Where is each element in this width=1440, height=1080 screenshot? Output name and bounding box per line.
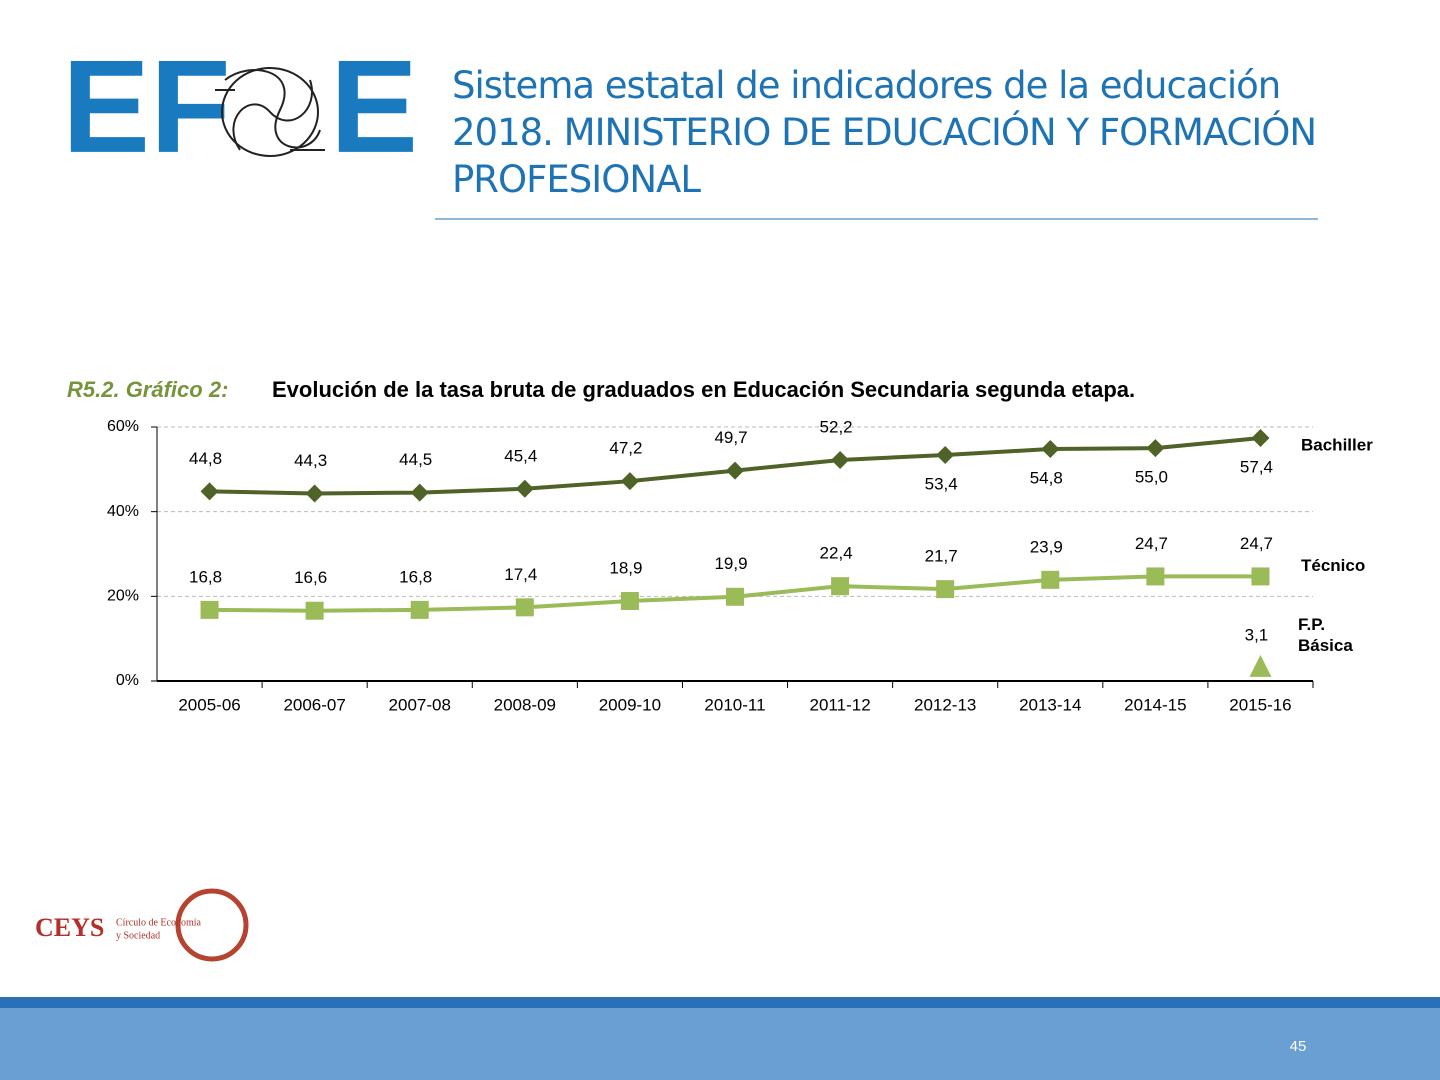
y-tick-label: 20%: [107, 588, 139, 605]
point: [200, 482, 219, 501]
x-tick-label: 2008-09: [494, 695, 556, 714]
data-label: 49,7: [714, 428, 747, 447]
ceys-ring: [175, 888, 249, 962]
data-label: 22,4: [820, 544, 853, 563]
header-title: Sistema estatal de indicadores de la edu…: [452, 64, 1317, 201]
logo-right: E: [330, 33, 418, 180]
point: [1041, 440, 1060, 459]
legend-label: Bachiller: [1301, 435, 1373, 454]
point: [831, 451, 850, 470]
data-label: 45,4: [504, 446, 537, 465]
point: [1041, 570, 1060, 589]
data-label: 24,7: [1135, 534, 1168, 553]
x-tick-label: 2009-10: [599, 695, 661, 714]
data-label: 24,7: [1240, 534, 1273, 553]
point: [620, 591, 639, 610]
point: [936, 445, 955, 464]
data-label: 44,8: [189, 449, 222, 468]
data-label: 23,9: [1030, 537, 1063, 556]
data-label: 47,2: [609, 439, 642, 458]
footer-bar: [0, 1008, 1440, 1080]
x-tick-label: 2010-11: [704, 695, 765, 714]
point: [410, 483, 429, 502]
data-label: 16,8: [189, 567, 222, 586]
point: [726, 461, 744, 480]
x-tick-label: 2013-14: [1019, 695, 1081, 714]
data-label: 16,6: [294, 568, 327, 587]
x-tick-label: 2012-13: [914, 695, 976, 714]
x-tick-label: 2011-12: [810, 695, 871, 714]
point: [305, 484, 324, 503]
brand-line: Círculo de Economía: [116, 917, 202, 928]
logo-left: EF: [62, 33, 231, 180]
data-label: 57,4: [1240, 457, 1273, 476]
data-label: 16,8: [399, 567, 432, 586]
data-label: 44,3: [294, 451, 327, 470]
data-label: 55,0: [1135, 468, 1168, 487]
point: [1251, 429, 1270, 448]
brand: CEYS: [35, 913, 104, 942]
point: [515, 479, 534, 498]
data-label: 52,2: [820, 418, 853, 437]
point: [1146, 439, 1165, 458]
y-tick-label: 40%: [107, 503, 139, 520]
data-label: 53,4: [925, 474, 958, 493]
x-tick-label: 2006-07: [283, 695, 345, 714]
logo-mark: [215, 67, 325, 157]
data-label: 54,8: [1030, 468, 1063, 487]
point: [1251, 567, 1270, 586]
data-label: 19,9: [714, 554, 747, 573]
point: [305, 601, 324, 620]
chart-title-prefix: R5.2. Gráfico 2:: [67, 377, 228, 402]
y-tick-label: 0%: [116, 672, 139, 689]
x-tick-label: 2015-16: [1229, 695, 1291, 714]
data-label: 3,1: [1245, 625, 1269, 644]
footer-strip: [0, 997, 1440, 1008]
page-number: 45: [1290, 1038, 1307, 1055]
point: [726, 587, 744, 606]
point: [831, 577, 850, 596]
point: [1146, 567, 1165, 586]
data-label: 21,7: [925, 547, 958, 566]
x-tick-label: 2005-06: [178, 695, 240, 714]
brand-line: y Sociedad: [116, 930, 160, 941]
data-label: 18,9: [609, 558, 642, 577]
y-tick-label: 60%: [107, 418, 139, 435]
legend-label: F.P. Básica: [1298, 615, 1353, 655]
x-tick-label: 2014-15: [1124, 695, 1186, 714]
x-tick-label: 2007-08: [389, 695, 451, 714]
data-label: 17,4: [504, 565, 537, 584]
point: [410, 600, 429, 619]
data-label: 44,5: [399, 450, 432, 469]
point: [515, 598, 534, 617]
point: [936, 580, 955, 599]
chart-title: Evolución de la tasa bruta de graduados …: [272, 377, 1135, 402]
point: [620, 472, 639, 491]
point: [1249, 654, 1272, 677]
point: [200, 600, 219, 619]
legend-label: Técnico: [1301, 556, 1365, 575]
